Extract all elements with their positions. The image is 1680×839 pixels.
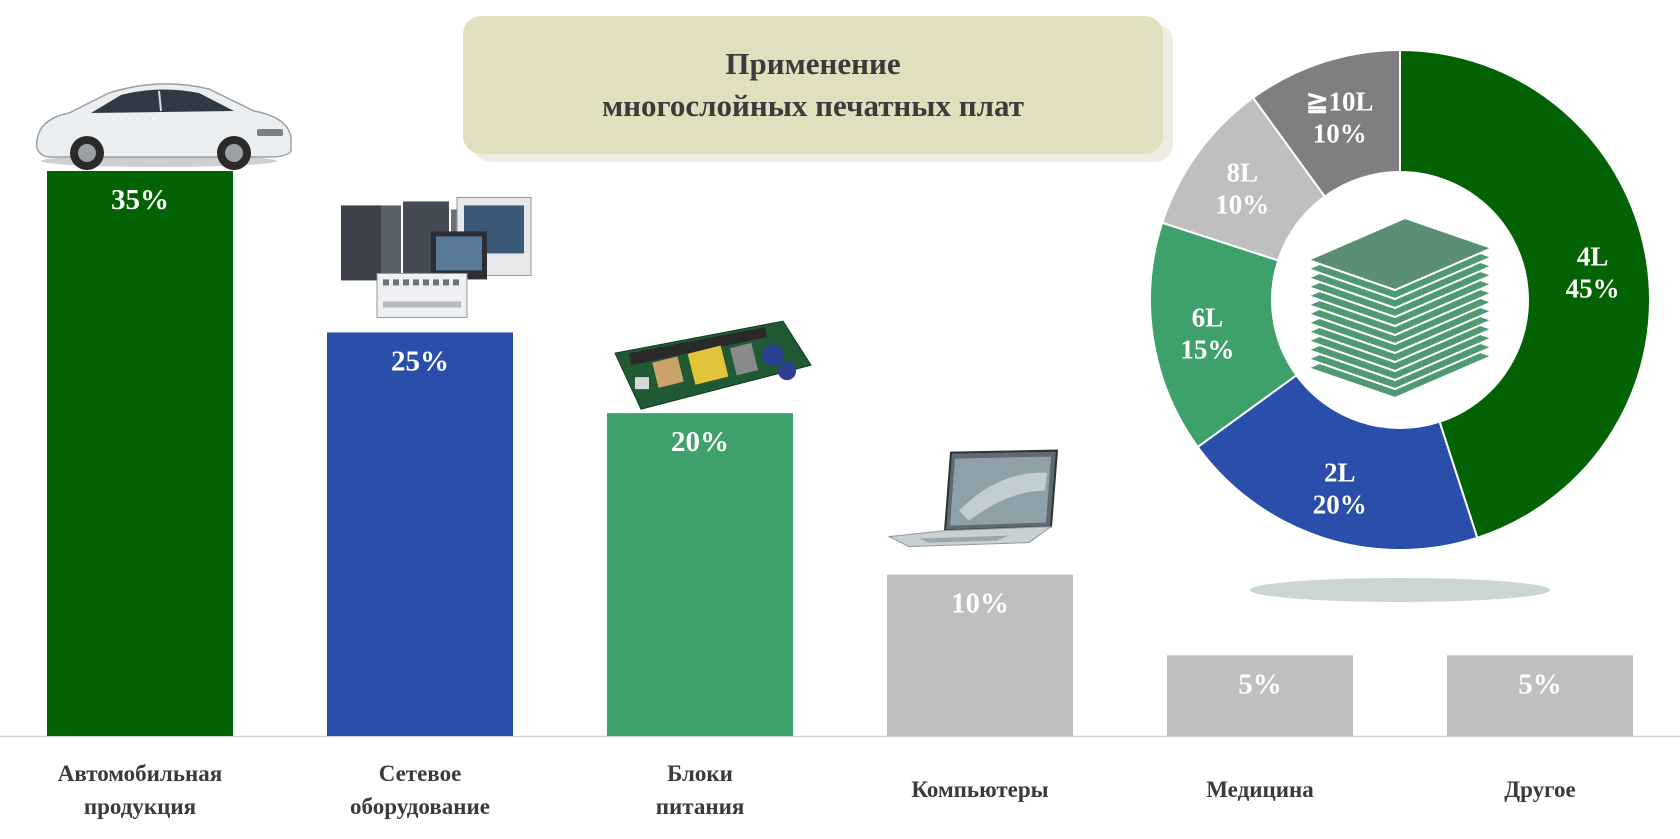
bar [607, 413, 793, 736]
category-label: Сетевое оборудование [350, 761, 490, 819]
donut-slice-value: 15% [1180, 335, 1234, 365]
bar-value-label: 10% [951, 588, 1009, 620]
donut-slice [1149, 221, 1298, 449]
bar [1447, 655, 1633, 736]
donut-slice [1251, 48, 1401, 198]
category-label: Компьютеры [911, 777, 1049, 802]
category-label: Медицина [1206, 777, 1314, 802]
bar-value-label: 25% [391, 345, 449, 377]
donut-slice-value: 10% [1313, 119, 1367, 149]
donut-slice-label: ≧10L [1306, 87, 1374, 117]
donut-shadow [1250, 578, 1550, 602]
donut-slice-label: 6L [1192, 303, 1224, 333]
car-icon [36, 83, 292, 170]
chart-title-line2: многослойных печатных плат [602, 88, 1024, 123]
donut-slice-label: 4L [1577, 241, 1609, 271]
donut-slice [1196, 373, 1479, 551]
bar-value-label: 35% [111, 184, 169, 216]
donut-slice [1399, 48, 1651, 540]
bar [1167, 655, 1353, 736]
category-label: Другое [1504, 777, 1576, 802]
chart-title-box: Применение многослойных печатных плат [463, 16, 1163, 154]
bar-value-label: 20% [671, 426, 729, 458]
category-label: Блоки питания [655, 761, 745, 819]
bar-chart: 35% 25% 20% 10% 5% 5% [0, 171, 1680, 738]
bar-value-label: 5% [1238, 668, 1282, 700]
bar [887, 574, 1073, 736]
category-label: Автомобильная продукция [57, 761, 223, 819]
donut-slice-value: 10% [1215, 189, 1269, 219]
bar-icons [36, 83, 1059, 548]
power-supply-board-icon [614, 320, 812, 410]
pcb-layers-icon [1305, 216, 1495, 400]
laptop-icon [887, 449, 1059, 548]
bar [327, 332, 513, 736]
donut-slice-label: 8L [1226, 157, 1258, 187]
pcb-layer [1305, 216, 1495, 292]
network-equipment-icon [341, 196, 532, 318]
chart-title-line1: Применение [725, 46, 901, 81]
donut-slice-value: 45% [1566, 273, 1620, 303]
donut-slice-value: 20% [1313, 489, 1367, 519]
donut-slice-label: 2L [1324, 457, 1356, 487]
bar-value-label: 5% [1518, 668, 1562, 700]
bar [47, 171, 233, 736]
